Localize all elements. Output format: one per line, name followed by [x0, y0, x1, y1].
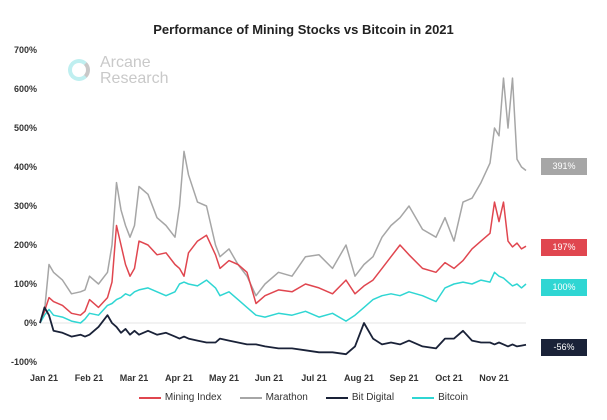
x-tick-label: Feb 21 [75, 373, 104, 383]
end-label-bitcoin: 100% [541, 279, 587, 296]
legend-label: Bit Digital [351, 392, 395, 403]
end-label-marathon: 391% [541, 158, 587, 175]
logo-ring-icon [68, 59, 90, 81]
x-tick-label: Mar 21 [120, 373, 149, 383]
legend-swatch-bitcoin [412, 396, 435, 399]
x-tick-label: Apr 21 [165, 373, 193, 383]
y-tick-label: 100% [14, 279, 37, 289]
x-tick-label: Jun 21 [255, 373, 284, 383]
x-tick-label: Nov 21 [479, 373, 509, 383]
x-tick-label: Jan 21 [30, 373, 58, 383]
y-tick-label: 600% [14, 84, 37, 94]
x-tick-label: May 21 [209, 373, 239, 383]
arcane-research-logo: Arcane Research [66, 55, 186, 91]
legend-swatch-bit-digital [325, 396, 348, 399]
legend-label: Bitcoin [438, 392, 469, 403]
y-tick-label: 400% [14, 162, 37, 172]
y-tick-label: 300% [14, 201, 37, 211]
y-tick-label: 0% [24, 318, 37, 328]
legend-swatch-mining-index [138, 396, 161, 399]
legend-item-bit-digital: Bit Digital [325, 392, 395, 403]
legend-item-mining-index: Mining Index [138, 392, 222, 403]
end-label-bit-digital: -56% [541, 339, 587, 356]
end-label-mining-index: 197% [541, 239, 587, 256]
y-tick-label: 700% [14, 45, 37, 55]
series-line-bit-digital [39, 306, 527, 356]
series-line-bitcoin [39, 271, 527, 324]
x-axis: Jan 21 Feb 21 Mar 21 Apr 21 May 21 Jun 21 Jul … [30, 373, 509, 383]
legend-item-bitcoin: Bitcoin [412, 392, 468, 403]
y-axis: 700% 600% 500% 400% 300% 200% 100% 0% -100% [11, 45, 37, 367]
y-tick-label: 500% [14, 123, 37, 133]
legend-swatch-marathon [239, 396, 262, 399]
x-tick-label: Aug 21 [344, 373, 374, 383]
chart-title: Performance of Mining Stocks vs Bitcoin … [153, 22, 454, 37]
x-tick-label: Jul 21 [301, 373, 327, 383]
legend-label: Marathon [265, 392, 308, 403]
series-lines [39, 77, 527, 356]
series-line-marathon [39, 77, 527, 324]
legend-item-marathon: Marathon [239, 392, 308, 403]
logo-text-line-1: Arcane [100, 54, 151, 71]
legend: Mining Index Marathon Bit Digital Bitcoi… [0, 392, 607, 403]
y-tick-label: -100% [11, 357, 37, 367]
series-line-mining-index [39, 201, 527, 324]
logo-text: Arcane Research [100, 55, 168, 87]
x-tick-label: Sep 21 [389, 373, 418, 383]
y-tick-label: 200% [14, 240, 37, 250]
logo-text-line-2: Research [100, 70, 169, 87]
x-tick-label: Oct 21 [435, 373, 463, 383]
legend-label: Mining Index [164, 392, 222, 403]
